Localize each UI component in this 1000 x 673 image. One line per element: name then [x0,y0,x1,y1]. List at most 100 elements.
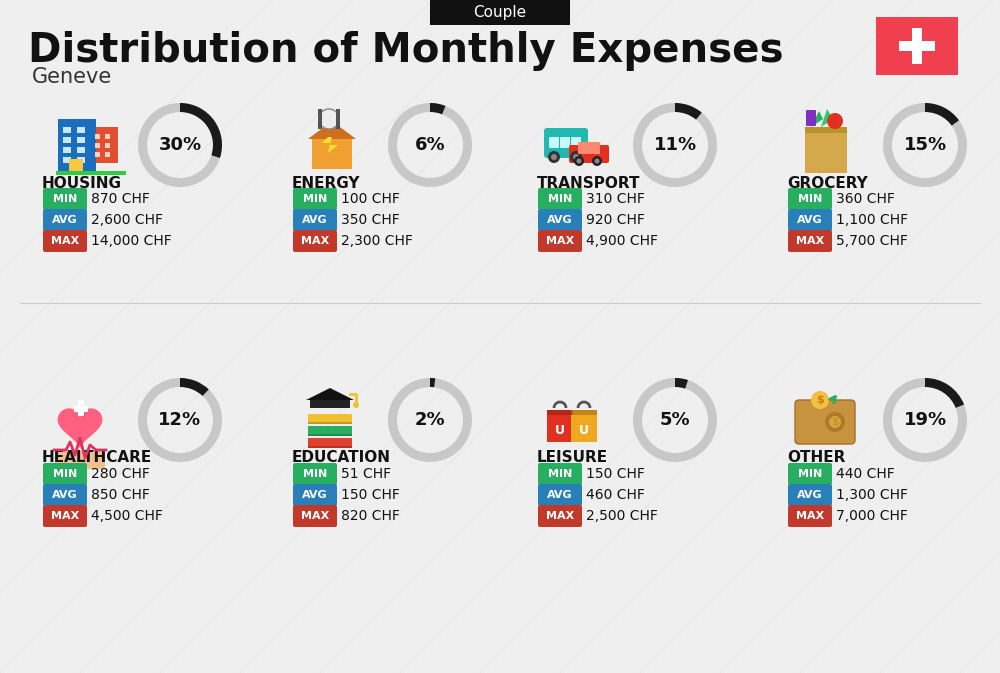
Circle shape [319,109,339,129]
FancyBboxPatch shape [43,188,87,210]
Text: MIN: MIN [53,469,77,479]
Text: 14,000 CHF: 14,000 CHF [91,234,172,248]
Circle shape [829,416,841,428]
FancyBboxPatch shape [876,17,958,75]
Text: 51 CHF: 51 CHF [341,467,391,481]
Text: U: U [555,423,565,437]
Text: MAX: MAX [301,511,329,521]
Wedge shape [925,103,959,126]
Circle shape [827,113,843,129]
Polygon shape [58,409,102,449]
FancyBboxPatch shape [571,137,581,148]
Text: 5,700 CHF: 5,700 CHF [836,234,908,248]
Text: 4,500 CHF: 4,500 CHF [91,509,163,523]
FancyBboxPatch shape [560,137,570,148]
Text: 870 CHF: 870 CHF [91,192,150,206]
Wedge shape [388,103,472,187]
Wedge shape [883,103,967,187]
Text: 4,900 CHF: 4,900 CHF [586,234,658,248]
FancyBboxPatch shape [571,410,597,415]
Text: 12%: 12% [158,411,202,429]
Circle shape [825,412,845,432]
Text: 440 CHF: 440 CHF [836,467,895,481]
FancyBboxPatch shape [58,119,96,171]
FancyBboxPatch shape [549,137,559,148]
FancyBboxPatch shape [308,434,352,436]
Text: MIN: MIN [303,469,327,479]
Wedge shape [430,103,445,114]
Text: MAX: MAX [546,511,574,521]
FancyBboxPatch shape [538,230,582,252]
FancyBboxPatch shape [310,400,350,408]
Text: 1,100 CHF: 1,100 CHF [836,213,908,227]
FancyBboxPatch shape [74,406,88,412]
Text: LEISURE: LEISURE [537,450,608,466]
FancyBboxPatch shape [63,147,71,153]
Text: MIN: MIN [798,469,822,479]
FancyBboxPatch shape [105,152,110,157]
FancyBboxPatch shape [336,109,340,119]
FancyBboxPatch shape [95,152,100,157]
FancyBboxPatch shape [318,109,322,119]
FancyBboxPatch shape [312,139,352,169]
FancyBboxPatch shape [571,410,597,442]
FancyBboxPatch shape [43,230,87,252]
Text: Distribution of Monthly Expenses: Distribution of Monthly Expenses [28,31,784,71]
Text: AVG: AVG [797,215,823,225]
Text: AVG: AVG [302,490,328,500]
Text: 1,300 CHF: 1,300 CHF [836,488,908,502]
Text: 6%: 6% [415,136,445,154]
Polygon shape [821,109,833,127]
Circle shape [548,151,560,163]
Text: 150 CHF: 150 CHF [586,467,645,481]
Text: MAX: MAX [301,236,329,246]
FancyBboxPatch shape [538,463,582,485]
FancyBboxPatch shape [788,463,832,485]
FancyBboxPatch shape [63,157,71,163]
Text: 460 CHF: 460 CHF [586,488,645,502]
FancyBboxPatch shape [43,505,87,527]
Text: HOUSING: HOUSING [42,176,122,190]
Text: 360 CHF: 360 CHF [836,192,895,206]
Circle shape [573,154,579,160]
FancyBboxPatch shape [77,157,85,163]
Polygon shape [322,137,338,153]
Text: OTHER: OTHER [787,450,845,466]
Text: MAX: MAX [796,511,824,521]
Text: 2,500 CHF: 2,500 CHF [586,509,658,523]
Polygon shape [811,111,823,127]
Polygon shape [308,121,356,139]
Text: GROCERY: GROCERY [787,176,868,190]
FancyBboxPatch shape [77,137,85,143]
Wedge shape [388,378,472,462]
FancyBboxPatch shape [336,119,340,129]
FancyBboxPatch shape [318,119,322,129]
FancyBboxPatch shape [92,127,118,163]
FancyBboxPatch shape [78,400,84,416]
Text: Couple: Couple [473,5,527,20]
Text: 100 CHF: 100 CHF [341,192,400,206]
FancyBboxPatch shape [544,128,588,158]
FancyBboxPatch shape [538,209,582,231]
FancyBboxPatch shape [308,414,352,424]
FancyBboxPatch shape [105,143,110,148]
FancyBboxPatch shape [788,505,832,527]
FancyBboxPatch shape [293,463,337,485]
Text: 280 CHF: 280 CHF [91,467,150,481]
FancyBboxPatch shape [55,451,105,469]
Text: 11%: 11% [653,136,697,154]
FancyBboxPatch shape [63,127,71,133]
Wedge shape [138,103,222,187]
FancyBboxPatch shape [430,0,570,25]
FancyBboxPatch shape [912,28,922,64]
FancyBboxPatch shape [788,188,832,210]
FancyBboxPatch shape [293,505,337,527]
Text: 920 CHF: 920 CHF [586,213,645,227]
Text: MAX: MAX [51,236,79,246]
FancyBboxPatch shape [308,426,352,436]
Text: AVG: AVG [797,490,823,500]
FancyBboxPatch shape [538,505,582,527]
FancyBboxPatch shape [105,134,110,139]
Text: AVG: AVG [52,215,78,225]
FancyBboxPatch shape [95,143,100,148]
